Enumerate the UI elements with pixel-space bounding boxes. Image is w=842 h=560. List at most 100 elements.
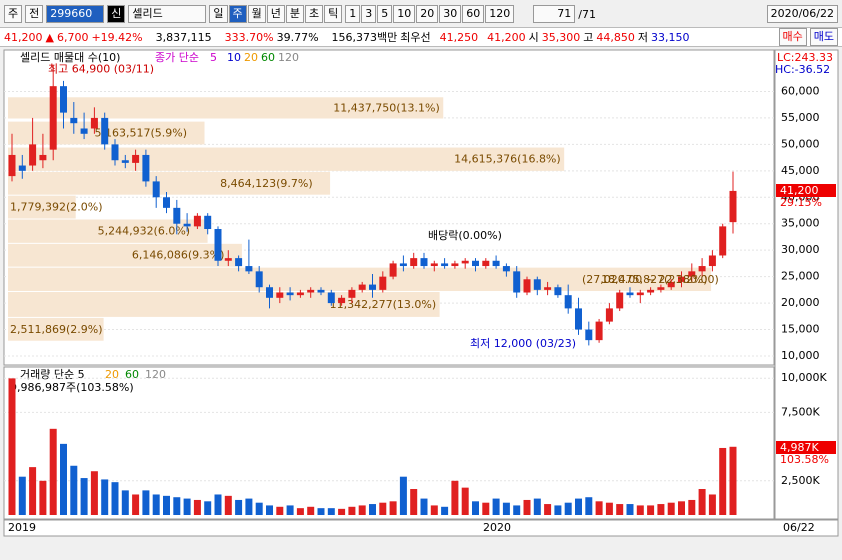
y-tick-label: 7,500K bbox=[781, 405, 820, 418]
y-tick-label: 15,000 bbox=[781, 323, 820, 336]
code[interactable]: 299660 bbox=[46, 5, 105, 23]
volume-badge bbox=[776, 441, 836, 454]
candle-body bbox=[132, 154, 140, 163]
stock-name[interactable]: 셀리드 bbox=[128, 5, 207, 23]
period-tab[interactable]: 주 bbox=[228, 5, 247, 23]
axis-panel bbox=[774, 49, 839, 520]
candle-body bbox=[111, 144, 119, 161]
interval-button[interactable]: 10 bbox=[393, 5, 416, 23]
period[interactable]: 주 bbox=[4, 5, 23, 23]
badge: 신 bbox=[107, 5, 126, 23]
candle-body bbox=[626, 292, 634, 296]
volume-bar bbox=[193, 499, 201, 515]
volume-rate: 103.58% bbox=[780, 453, 829, 466]
vol-ma-period: 120 bbox=[145, 368, 166, 381]
period-tab[interactable]: 년 bbox=[266, 5, 285, 23]
low-label: 저 bbox=[637, 31, 649, 44]
candle-body bbox=[533, 279, 541, 290]
interval-button[interactable]: 20 bbox=[416, 5, 439, 23]
candle-body bbox=[492, 260, 500, 267]
profile-bar bbox=[8, 195, 76, 219]
volume-last: 4,987K bbox=[780, 441, 819, 454]
candle-body bbox=[575, 308, 582, 330]
y-tick-label: 2,500K bbox=[781, 474, 820, 487]
candle-body bbox=[544, 287, 552, 290]
candle-body bbox=[286, 292, 294, 296]
candle-body bbox=[214, 229, 222, 261]
high-label: 고 bbox=[583, 31, 594, 44]
sell[interactable]: 매도 bbox=[809, 28, 838, 46]
volume-bar bbox=[389, 501, 397, 515]
price-legend: 셀리드 매물대 수(10) bbox=[20, 51, 120, 64]
candle-body bbox=[307, 289, 315, 293]
volume-first: 9,986,987주(103.58%) bbox=[10, 381, 134, 394]
price-panel bbox=[3, 49, 775, 366]
last-rate: 29.15% bbox=[780, 196, 822, 209]
volume-bar bbox=[80, 478, 88, 515]
profile-label: 1,779,392(2.0%) bbox=[10, 201, 103, 214]
volume-bar bbox=[163, 495, 170, 515]
candle-body bbox=[399, 263, 407, 267]
buy[interactable]: 매수 bbox=[778, 28, 807, 46]
volume-bar bbox=[90, 471, 98, 515]
candle-body bbox=[451, 263, 459, 267]
high: 44,850 bbox=[596, 30, 635, 44]
open-label: 시 bbox=[528, 31, 539, 44]
candle-body bbox=[369, 284, 376, 290]
volume-bar bbox=[276, 506, 284, 515]
profile-bar bbox=[8, 171, 331, 195]
candle-body bbox=[698, 266, 706, 272]
x-tick-label: 06/22 bbox=[783, 521, 815, 534]
volume-bar bbox=[338, 508, 346, 515]
nums: 1 3 5 10 20 30 60 120 bbox=[345, 5, 515, 23]
candle-body bbox=[80, 128, 88, 134]
y-tick-label: 55,000 bbox=[781, 111, 820, 124]
ma-period: 10 bbox=[227, 51, 241, 64]
date[interactable]: 2020/06/22 bbox=[766, 5, 838, 23]
volume-bar bbox=[430, 505, 438, 515]
period-tab[interactable]: 초 bbox=[305, 5, 324, 23]
candle-body bbox=[60, 86, 67, 113]
volume-bar bbox=[399, 476, 407, 515]
interval-button[interactable]: 120 bbox=[485, 5, 515, 23]
candle-body bbox=[647, 289, 655, 293]
interval-button[interactable]: 3 bbox=[361, 5, 377, 23]
volume-bar bbox=[564, 502, 572, 515]
profile-label: 11,437,750(13.1%) bbox=[333, 101, 440, 114]
interval-button[interactable]: 1 bbox=[345, 5, 361, 23]
volume-bar bbox=[616, 504, 624, 515]
period-tab[interactable]: 일 bbox=[209, 5, 228, 23]
volume-bar bbox=[224, 495, 232, 515]
candle-body bbox=[70, 117, 78, 124]
candle-body bbox=[729, 190, 737, 223]
volume-bar bbox=[482, 502, 490, 515]
volume-bar bbox=[636, 505, 644, 515]
interval-button[interactable]: 60 bbox=[462, 5, 485, 23]
volume-bar bbox=[8, 378, 16, 515]
volume-bar bbox=[286, 505, 294, 515]
candle-body bbox=[605, 308, 613, 322]
volume-bar bbox=[111, 482, 119, 515]
period-tab[interactable]: 틱 bbox=[324, 5, 343, 23]
candle-body bbox=[636, 292, 644, 296]
y-tick-label: 10,000K bbox=[781, 371, 827, 384]
interval-button[interactable]: 5 bbox=[377, 5, 393, 23]
dividend-annotation: 배당락(0.00%) bbox=[428, 229, 502, 242]
candle-body bbox=[49, 86, 57, 150]
candle-body bbox=[193, 215, 201, 227]
period-tab[interactable]: 월 bbox=[247, 5, 266, 23]
prev[interactable]: 전 bbox=[25, 5, 44, 23]
period-tab[interactable]: 분 bbox=[285, 5, 304, 23]
candle-body bbox=[461, 260, 469, 264]
candle-body bbox=[121, 160, 129, 163]
last-price: 41,200 bbox=[780, 184, 819, 197]
volume-bar bbox=[183, 498, 191, 515]
vol-rate: 333.70% bbox=[224, 30, 274, 44]
interval-button[interactable]: 30 bbox=[439, 5, 462, 23]
volume-bar bbox=[173, 497, 181, 515]
volume-bar bbox=[678, 501, 685, 515]
count[interactable]: 71 bbox=[533, 5, 576, 23]
volume-bar bbox=[132, 494, 140, 515]
volume-bar bbox=[70, 465, 78, 515]
volume-bar bbox=[605, 502, 613, 515]
